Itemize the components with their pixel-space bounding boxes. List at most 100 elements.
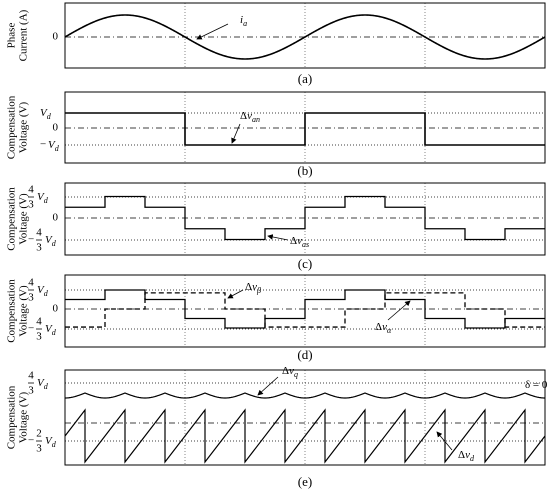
panel-label: (b) bbox=[297, 163, 312, 178]
text: Δ bbox=[245, 281, 252, 293]
subscript: d bbox=[470, 454, 475, 463]
symbol: V bbox=[40, 107, 48, 119]
symbol: v bbox=[252, 281, 257, 293]
symbol: V bbox=[37, 284, 45, 296]
symbol: V bbox=[37, 191, 45, 203]
symbol: v bbox=[382, 321, 387, 333]
text: Δ bbox=[240, 110, 247, 122]
tick-denominator: 3 bbox=[36, 331, 42, 343]
label: Δvβ bbox=[245, 281, 261, 295]
label: Δvan bbox=[240, 110, 260, 124]
arrow bbox=[387, 300, 411, 321]
y-axis-label: Voltage (V) bbox=[18, 101, 30, 153]
tick-label: 0 bbox=[53, 31, 59, 43]
subscript: as bbox=[302, 240, 309, 249]
tick-denominator: 3 bbox=[28, 292, 34, 304]
plot-frame bbox=[64, 91, 546, 164]
tick-label: Vd bbox=[48, 139, 60, 153]
label: Δvq bbox=[282, 365, 298, 379]
waveform bbox=[64, 14, 546, 60]
y-axis-label: Voltage (V) bbox=[18, 285, 30, 337]
tick-denominator: 3 bbox=[36, 443, 42, 455]
panel-label: (a) bbox=[298, 71, 312, 86]
symbol: V bbox=[45, 435, 53, 447]
tick-label: 0 bbox=[53, 122, 59, 134]
waveform bbox=[65, 112, 545, 146]
plot-frame bbox=[64, 2, 546, 69]
tick-numerator: 4 bbox=[28, 277, 34, 289]
subscript: d bbox=[44, 382, 49, 391]
tick-denominator: 3 bbox=[36, 242, 42, 254]
plot-frame bbox=[64, 182, 546, 256]
tick-label: Vd bbox=[37, 284, 49, 298]
arrow bbox=[257, 376, 279, 396]
subscript: d bbox=[47, 112, 52, 121]
subscript: a bbox=[243, 19, 247, 28]
text: Δ bbox=[375, 321, 382, 333]
y-axis-label: Voltage (V) bbox=[18, 193, 30, 245]
tick-denominator: 3 bbox=[28, 199, 34, 211]
panel-label: (c) bbox=[298, 256, 312, 271]
tick-sign: − bbox=[28, 234, 34, 246]
tick-label: 0 bbox=[53, 212, 59, 224]
tick-label: 0 bbox=[53, 303, 59, 315]
tick-label: Vd bbox=[40, 107, 52, 121]
tick-label: Vd bbox=[45, 234, 57, 248]
arrow bbox=[196, 23, 229, 40]
text: Δ bbox=[290, 235, 297, 247]
y-axis-label: Current (A) bbox=[18, 9, 30, 61]
subscript: d bbox=[44, 289, 49, 298]
waveform-q bbox=[64, 392, 546, 399]
waveform bbox=[65, 195, 545, 241]
symbol: v bbox=[465, 449, 470, 461]
subscript: q bbox=[294, 370, 298, 379]
symbol: V bbox=[45, 323, 53, 335]
y-axis-label: Voltage (V) bbox=[18, 391, 30, 443]
label: Δvas bbox=[290, 235, 309, 249]
y-axis-label: Phase bbox=[6, 23, 18, 49]
subscript: α bbox=[387, 326, 392, 335]
tick-label: Vd bbox=[37, 191, 49, 205]
arrow bbox=[227, 289, 244, 299]
tick-numerator: 2 bbox=[36, 428, 42, 440]
panel-label: (e) bbox=[298, 474, 312, 489]
symbol: V bbox=[37, 377, 45, 389]
tick-numerator: 4 bbox=[28, 184, 34, 196]
tick-label: Vd bbox=[37, 377, 49, 391]
y-axis-label: Compensation bbox=[6, 187, 18, 251]
subscript: d bbox=[52, 239, 57, 248]
symbol: i bbox=[240, 14, 243, 26]
text: δ = 0 bbox=[525, 379, 548, 391]
panel-label: (d) bbox=[297, 347, 312, 362]
waveform-beta bbox=[65, 292, 545, 328]
tick-label: Vd bbox=[45, 323, 57, 337]
subscript: d bbox=[52, 328, 57, 337]
waveform-alpha bbox=[65, 289, 545, 329]
tick-sign: − bbox=[40, 139, 46, 151]
tick-numerator: 4 bbox=[36, 227, 42, 239]
subscript: β bbox=[256, 286, 261, 295]
arrow bbox=[267, 234, 289, 241]
tick-sign: − bbox=[28, 435, 34, 447]
text: Δ bbox=[282, 365, 289, 377]
symbol: V bbox=[48, 139, 56, 151]
symbol: V bbox=[45, 234, 53, 246]
arrow bbox=[436, 431, 453, 451]
symbol: v bbox=[297, 235, 302, 247]
subscript: d bbox=[44, 196, 49, 205]
y-axis-label: Compensation bbox=[6, 95, 18, 159]
subscript: an bbox=[252, 115, 260, 124]
text: Δ bbox=[458, 449, 465, 461]
arrow bbox=[231, 123, 241, 144]
tick-numerator: 4 bbox=[28, 370, 34, 382]
waveform-d bbox=[64, 408, 546, 464]
label: δ = 0 bbox=[525, 379, 548, 391]
y-axis-label: Compensation bbox=[6, 279, 18, 343]
tick-sign: − bbox=[28, 323, 34, 335]
panel: 0 Phase Current (A) ia (a) bbox=[6, 2, 546, 86]
